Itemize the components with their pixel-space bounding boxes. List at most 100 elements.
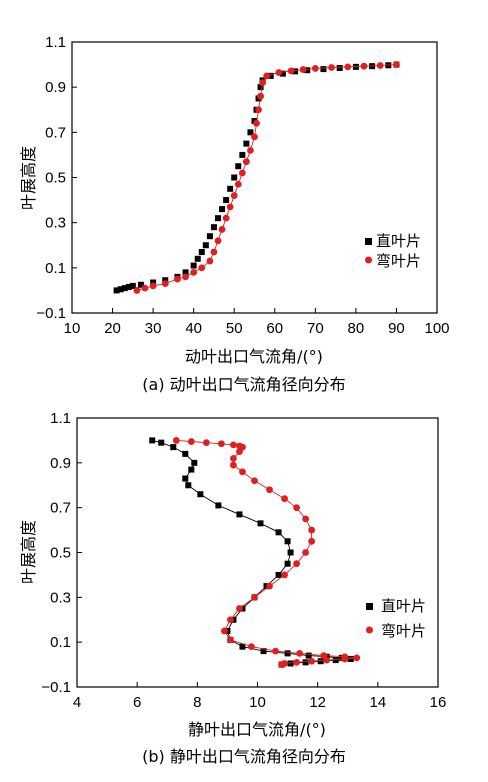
chart-b-point-straight: [287, 660, 294, 667]
chart-b-point-straight: [188, 466, 195, 473]
chart-b-point-curved: [296, 649, 304, 657]
chart-a-point-curved: [259, 79, 267, 87]
chart-b-xtick-label: 6: [133, 694, 141, 711]
chart-b-point-straight: [257, 520, 264, 527]
chart-b-point-curved: [293, 658, 301, 666]
chart-b-point-straight: [284, 538, 291, 545]
chart-b-ytick-label: 0.9: [50, 455, 71, 472]
chart-a-point-straight: [336, 64, 343, 71]
chart-a-point-curved: [251, 133, 258, 141]
chart-a-xtick-label: 10: [64, 320, 81, 337]
chart-a-point-curved: [242, 158, 250, 166]
chart-b-xtick-label: 16: [430, 694, 447, 711]
chart-b-point-curved: [293, 504, 301, 512]
chart-a-point-curved: [234, 180, 242, 188]
chart-a-point-curved: [275, 69, 283, 76]
chart-b-ytick-label: 0.7: [50, 500, 71, 517]
chart-a-point-straight: [113, 287, 120, 294]
chart-a-point-straight: [320, 66, 327, 73]
chart-b-point-curved: [251, 593, 258, 601]
chart-b-point-straight: [284, 650, 291, 657]
chart-a-point-curved: [198, 264, 206, 272]
chart-a-xtick-label: 20: [104, 320, 121, 337]
chart-b-point-curved: [278, 661, 285, 668]
chart-a-point-curved: [182, 273, 189, 281]
chart-b-point-curved: [236, 605, 243, 612]
chart-b-point-straight: [275, 529, 282, 536]
chart-b-point-curved: [353, 654, 361, 662]
chart-b-ytick-label: 0.1: [50, 634, 71, 651]
chart-a-point-straight: [117, 286, 124, 293]
chart-a-point-straight: [190, 262, 197, 269]
chart-b-point-straight: [347, 655, 354, 662]
chart-a-point-curved: [133, 287, 141, 294]
chart-a-point-curved: [257, 92, 264, 100]
chart-a-point-straight: [223, 197, 230, 204]
chart-b-legend-label-curved: 弯叶片: [381, 622, 426, 640]
chart-a-point-straight: [227, 185, 234, 192]
chart-b-legend-marker-curved: [366, 626, 373, 634]
chart-b-point-straight: [236, 511, 243, 518]
chart-a-point-straight: [210, 224, 217, 231]
chart-b-legend: 直叶片 弯叶片: [366, 597, 426, 640]
chart-b-xtick-label: 12: [309, 694, 326, 711]
chart-a-ytick-label: 0.3: [45, 215, 66, 232]
chart-a-point-curved: [174, 275, 181, 283]
chart-a-point-straight: [129, 282, 136, 289]
chart-a-point-straight: [304, 67, 311, 74]
chart-a-point-curved: [360, 62, 368, 70]
chart-b-point-straight: [260, 648, 267, 655]
chart-b-point-curved: [308, 657, 316, 665]
chart-b-point-straight: [197, 491, 204, 498]
chart-a-point-curved: [149, 282, 157, 290]
chart-b-point-curved: [172, 437, 180, 444]
chart-a-ytick-label: 0.9: [45, 79, 66, 96]
chart-b-point-curved: [341, 655, 349, 663]
chart-a-point-straight: [137, 281, 144, 288]
chart-b-xtick-label: 4: [73, 694, 81, 711]
chart-a-point-curved: [161, 280, 169, 288]
chart-a-legend-marker-curved: [365, 256, 372, 264]
chart-a-point-straight: [198, 249, 205, 256]
chart-b-point-straight: [182, 450, 189, 457]
chart-a-ytick-label: 0.7: [45, 124, 66, 141]
chart-b-point-curved: [230, 441, 237, 449]
chart-a-xtick-label: 30: [145, 320, 162, 337]
chart-b-point-straight: [215, 502, 222, 509]
chart-a-point-curved: [299, 66, 307, 73]
chart-a-point-straight: [231, 174, 238, 181]
chart-a-xtick-label: 60: [266, 320, 283, 337]
chart-a-point-straight: [206, 233, 213, 240]
chart-b-point-straight: [170, 444, 177, 451]
chart-b-ytick-label: 0.5: [50, 545, 71, 562]
chart-a-ytick-label: 0.5: [45, 170, 66, 187]
chart-a-point-straight: [219, 206, 226, 213]
chart-b-xtick-label: 10: [249, 694, 266, 711]
chart-a-point-curved: [238, 169, 246, 177]
chart-a-point-curved: [210, 248, 218, 256]
chart-b-point-curved: [227, 616, 234, 624]
chart-b-series-straight-line: [152, 439, 351, 666]
chart-a-xtick-label: 70: [307, 320, 324, 337]
chart-b-point-curved: [230, 461, 237, 469]
chart-a-xtick-label: 40: [185, 320, 202, 337]
chart-a-point-curved: [253, 119, 260, 127]
chart-a-point-curved: [190, 268, 198, 276]
chart-b-point-curved: [272, 647, 279, 655]
chart-a-ytick-label: 0.1: [45, 260, 66, 277]
chart-a-point-straight: [194, 255, 201, 262]
chart-a-xtick-label: 90: [388, 320, 405, 337]
chart-b-point-curved: [281, 571, 288, 579]
chart-b-point-straight: [275, 571, 282, 578]
chart-a-series-curved-line: [136, 64, 397, 291]
chart-b-point-curved: [239, 468, 246, 476]
chart-a-point-straight: [292, 68, 299, 75]
chart-a-point-curved: [344, 63, 352, 71]
chart-b-point-curved: [266, 486, 273, 494]
chart-a-point-straight: [239, 151, 246, 158]
chart-b-point-curved: [293, 560, 301, 568]
chart-b-point-curved: [302, 549, 310, 556]
chart-b-point-straight: [239, 643, 246, 650]
chart-b-legend-label-straight: 直叶片: [381, 597, 426, 615]
chart-a-point-straight: [257, 84, 264, 91]
